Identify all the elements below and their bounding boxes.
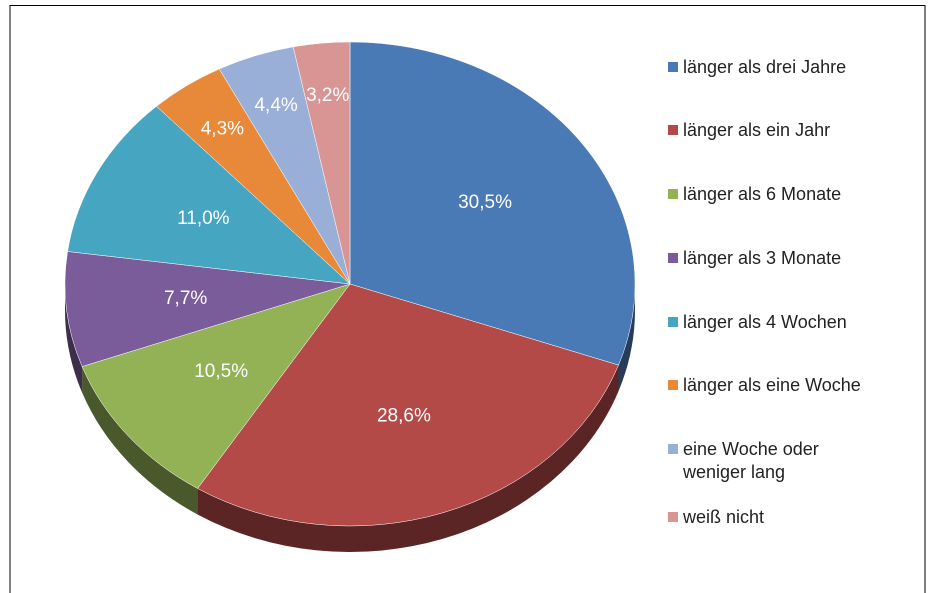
slice-side xyxy=(618,284,635,392)
tops xyxy=(64,41,636,527)
slice xyxy=(349,41,636,366)
data-label: 4,3% xyxy=(201,118,244,139)
labels: 30,5% 28,6% 10,5% 7,7% 11,0% 4,3% 4,4% 3,2% xyxy=(164,85,512,426)
frame xyxy=(9,5,926,593)
legend-swatch xyxy=(668,189,678,199)
legend-swatch xyxy=(668,380,678,390)
legend-swatch xyxy=(668,253,678,263)
legend-item: länger als eine Woche xyxy=(668,374,883,397)
legend-item: länger als 6 Monate xyxy=(668,183,883,206)
legend-label: länger als drei Jahre xyxy=(683,57,847,77)
data-label: 30,5% xyxy=(458,192,512,213)
legend-swatch xyxy=(668,512,678,522)
data-label: 3,2% xyxy=(306,85,349,106)
data-label: 10,5% xyxy=(194,361,248,382)
legend-swatch xyxy=(668,317,678,327)
slice xyxy=(292,41,351,285)
legend-label: weiß nicht xyxy=(683,507,765,527)
legend-label: länger als 6 Monate xyxy=(683,184,842,204)
legend-item: länger als 4 Wochen xyxy=(668,311,883,334)
slice xyxy=(197,283,619,527)
legend-label: länger als eine Woche xyxy=(683,375,861,395)
data-label: 7,7% xyxy=(164,288,207,309)
slice-side xyxy=(65,284,83,393)
legend-label: eine Woche oder weniger lang xyxy=(683,439,819,482)
legend-label: länger als ein Jahr xyxy=(683,120,831,140)
legend-item: länger als ein Jahr xyxy=(668,119,883,142)
data-label: 11,0% xyxy=(177,208,230,229)
data-label: 4,4% xyxy=(254,95,297,116)
legend-label: länger als 3 Monate xyxy=(683,248,842,268)
legend-swatch xyxy=(668,444,678,454)
slice-side xyxy=(82,366,198,515)
data-label: 28,6% xyxy=(377,406,431,427)
legend-item: länger als 3 Monate xyxy=(668,247,883,270)
legend-label: länger als 4 Wochen xyxy=(683,312,847,332)
slice xyxy=(67,105,351,285)
legend-item: eine Woche oder weniger lang xyxy=(668,438,883,484)
sides xyxy=(65,284,635,552)
legend-item: länger als drei Jahre xyxy=(668,56,883,79)
legend-swatch xyxy=(668,62,678,72)
slice xyxy=(81,283,351,489)
slice xyxy=(64,251,351,367)
legend-item: weiß nicht xyxy=(668,506,883,529)
slice-side xyxy=(197,365,619,552)
legend-swatch xyxy=(668,125,678,135)
